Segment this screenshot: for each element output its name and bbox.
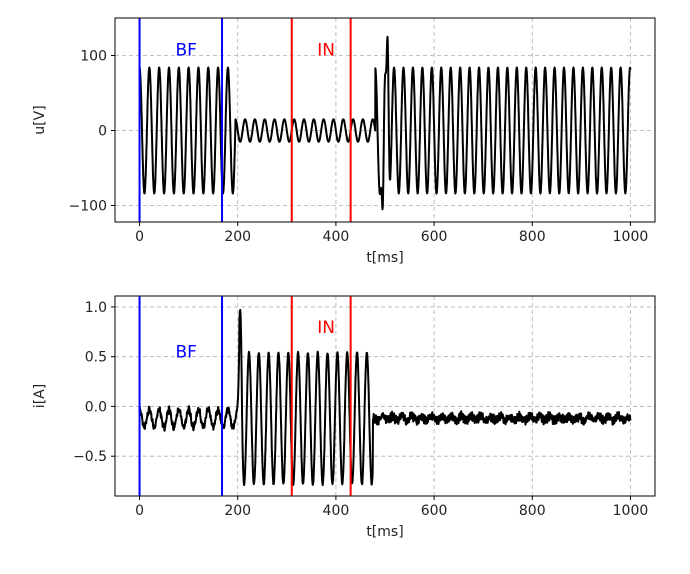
x-tick-label: 200: [224, 229, 251, 245]
x-tick-label: 800: [519, 503, 546, 519]
x-tick-label: 0: [135, 503, 144, 519]
x-axis-label: t[ms]: [366, 524, 403, 540]
x-tick-label: 400: [323, 503, 350, 519]
y-tick-label: −100: [69, 199, 107, 215]
axes-frame: [114, 295, 656, 497]
annotation-bf: BF: [175, 41, 196, 61]
y-axis-label: u[V]: [32, 105, 48, 134]
y-tick-label: 0.5: [85, 350, 107, 366]
x-tick-label: 200: [224, 503, 251, 519]
annotation-in: IN: [317, 41, 335, 61]
y-tick-label: 0.0: [85, 399, 107, 415]
signal-line: [138, 35, 632, 211]
x-tick-label: 800: [519, 229, 546, 245]
x-tick-label: 1000: [613, 229, 649, 245]
x-tick-label: 600: [421, 229, 448, 245]
y-tick-label: 100: [80, 49, 107, 65]
y-tick-label: 1.0: [85, 300, 107, 316]
x-axis-label: t[ms]: [366, 250, 403, 266]
y-tick-label: −0.5: [73, 449, 107, 465]
signal-line: [138, 308, 632, 487]
x-tick-label: 400: [323, 229, 350, 245]
annotation-bf: BF: [175, 343, 196, 363]
x-tick-label: 1000: [613, 503, 649, 519]
x-tick-label: 0: [135, 229, 144, 245]
y-axis-label: i[A]: [32, 384, 48, 408]
axes-frame: [114, 17, 656, 223]
subplot-1: 0 200 400 600 800 1000 −100 0 100 BF IN t[ms] u[V]: [32, 17, 656, 266]
annotation-in: IN: [317, 318, 335, 338]
subplot-2: 0 200 400 600 800 1000 −0.5 0.0 0.5 1.0 BF IN t[ms] i…: [32, 295, 656, 540]
x-tick-label: 600: [421, 503, 448, 519]
y-tick-label: 0: [98, 124, 107, 140]
